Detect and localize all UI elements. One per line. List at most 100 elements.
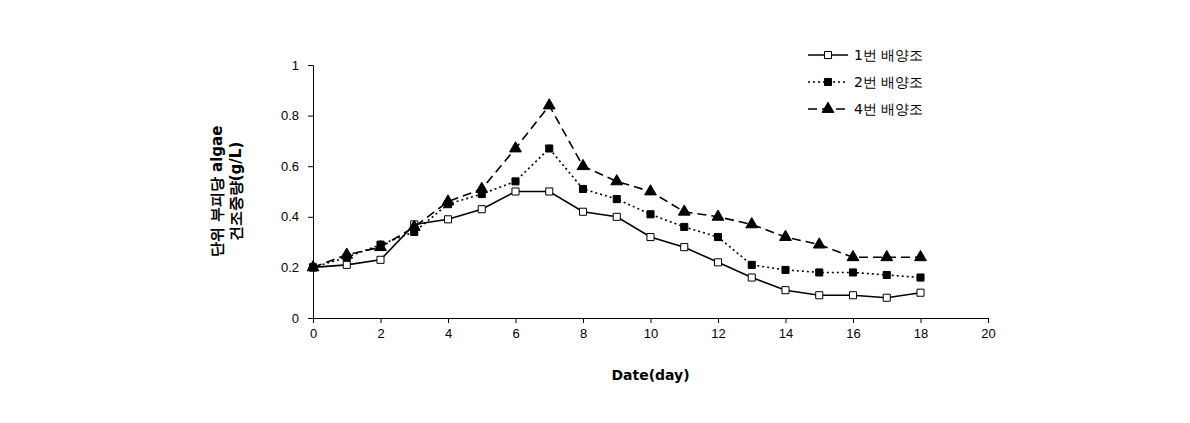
x-tick: 0	[310, 318, 317, 341]
series-marker	[307, 261, 319, 271]
y-tick-label: 0.4	[281, 209, 299, 224]
legend-label: 1번 배양조	[854, 47, 923, 63]
y-tick-mark	[308, 217, 313, 218]
x-tick: 14	[779, 318, 793, 341]
x-tick-label: 2	[377, 326, 384, 341]
x-tick-label: 6	[512, 326, 519, 341]
series-marker	[611, 175, 623, 185]
x-tick-label: 4	[445, 326, 452, 341]
x-tick-mark	[921, 318, 922, 323]
y-tick: 0.6	[281, 159, 313, 174]
legend-label: 4번 배양조	[854, 101, 923, 117]
x-tick-mark	[583, 318, 584, 323]
legend: 1번 배양조 2번 배양조 4번 배양조	[808, 47, 923, 117]
series-marker	[714, 259, 721, 266]
series-marker	[442, 195, 454, 205]
series-marker	[883, 294, 890, 301]
x-tick-mark	[516, 318, 517, 323]
series-marker	[375, 240, 387, 250]
x-tick: 2	[377, 318, 384, 341]
x-tick-mark	[448, 318, 449, 323]
series-marker	[714, 234, 721, 241]
series-marker	[681, 244, 688, 251]
series-marker	[647, 234, 654, 241]
series-marker	[546, 188, 553, 195]
legend-marker	[822, 102, 834, 112]
y-tick-label: 0.6	[281, 159, 299, 174]
series-marker	[478, 206, 485, 213]
series-marker	[917, 274, 924, 281]
y-tick-mark	[308, 166, 313, 167]
series-marker	[647, 211, 654, 218]
legend-item: 4번 배양조	[808, 101, 923, 117]
y-tick: 1	[292, 58, 313, 73]
x-tick-label: 0	[310, 326, 317, 341]
x-axis: 0 2 4 6 8 10 12 14 16 18 20	[310, 318, 996, 341]
x-tick-mark	[786, 318, 787, 323]
series-marker	[681, 223, 688, 230]
series-marker	[782, 266, 789, 273]
x-tick-label: 20	[981, 326, 995, 341]
series-marker	[377, 256, 384, 263]
y-tick-label: 0.8	[281, 108, 299, 123]
series-marker	[613, 213, 620, 220]
series-marker	[341, 248, 353, 258]
x-tick-label: 14	[779, 326, 793, 341]
legend-marker	[824, 78, 831, 85]
x-axis-title: Date(day)	[611, 367, 689, 383]
series-marker	[813, 238, 825, 248]
series-line	[313, 105, 921, 267]
series-marker	[579, 185, 586, 192]
y-axis-line	[308, 66, 314, 319]
y-tick: 0.8	[281, 108, 313, 123]
series-marker	[408, 220, 420, 230]
x-tick: 6	[512, 318, 519, 341]
legend-item: 1번 배양조	[808, 47, 923, 63]
x-tick: 16	[846, 318, 860, 341]
series-marker	[780, 230, 792, 240]
x-tick: 4	[445, 318, 452, 341]
x-axis-line	[314, 319, 989, 324]
series-marker	[917, 289, 924, 296]
y-axis-title: 단위 부피당 algae	[208, 126, 226, 258]
y-tick-label: 0	[292, 311, 299, 326]
series-marker	[543, 99, 555, 109]
series-line	[313, 192, 921, 298]
series-marker	[847, 250, 859, 260]
legend-label: 2번 배양조	[854, 74, 923, 90]
series-marker	[748, 261, 755, 268]
series-marker	[577, 159, 589, 169]
y-tick-label: 1	[292, 58, 299, 73]
series-marker	[343, 261, 350, 268]
y-axis-title: 건조중량(g/L)	[227, 142, 245, 242]
x-tick: 10	[644, 318, 658, 341]
x-tick-mark	[853, 318, 854, 323]
x-tick: 12	[711, 318, 725, 341]
x-tick-label: 16	[846, 326, 860, 341]
y-tick: 0	[292, 311, 313, 326]
series-marker	[881, 250, 893, 260]
x-tick: 8	[580, 318, 587, 341]
series-marker	[579, 208, 586, 215]
series-marker	[510, 142, 522, 152]
chart: 0246810121416182000.20.40.60.81Date(day)…	[0, 0, 1190, 423]
series-line	[313, 148, 921, 277]
series-marker	[915, 250, 927, 260]
series-marker	[849, 292, 856, 299]
x-tick-mark	[988, 318, 989, 323]
x-tick: 18	[914, 318, 928, 341]
series-marker	[712, 210, 724, 220]
y-axis: 00.20.40.60.81	[281, 58, 314, 326]
series-marker	[816, 292, 823, 299]
y-tick: 0.4	[281, 209, 313, 224]
series-marker	[476, 182, 488, 192]
legend-marker	[824, 51, 831, 58]
x-tick-label: 12	[711, 326, 725, 341]
series-marker	[512, 188, 519, 195]
series-marker	[849, 269, 856, 276]
series-marker	[512, 178, 519, 185]
series-marker	[546, 145, 553, 152]
series-marker	[748, 274, 755, 281]
y-tick-mark	[308, 116, 313, 117]
series-marker	[444, 216, 451, 223]
